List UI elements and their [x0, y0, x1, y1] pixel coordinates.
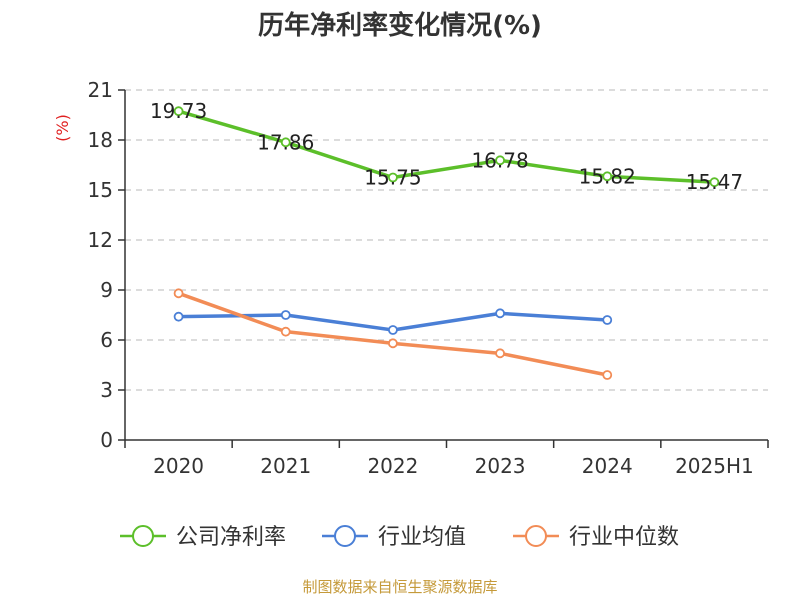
legend-swatch-marker [525, 525, 547, 547]
data-point [173, 311, 184, 322]
data-point [280, 310, 291, 320]
data-point [388, 172, 398, 183]
x-tick-label: 2025H1 [675, 454, 754, 478]
data-point [388, 325, 398, 335]
chart-title: 历年净利率变化情况(%) [258, 10, 542, 41]
y-tick-label: 12 [88, 228, 113, 252]
legend: 公司净利率 行业均值 行业中位数 [120, 525, 679, 550]
data-point [495, 308, 505, 319]
y-tick-label: 9 [100, 278, 113, 302]
y-tick-label: 3 [100, 378, 113, 402]
legend-label: 行业均值 [378, 525, 466, 550]
x-tick-label: 2024 [582, 454, 633, 478]
x-tick-label: 2020 [153, 454, 204, 478]
x-tick-label: 2023 [475, 454, 526, 478]
data-label: 16.78 [471, 148, 528, 172]
data-label: 19.73 [150, 99, 207, 123]
data-point [495, 348, 505, 359]
series-line-0 [176, 109, 717, 184]
data-label: 15.47 [686, 170, 743, 194]
y-tick-label: 21 [88, 78, 113, 102]
data-point [388, 338, 398, 349]
data-label: 15.82 [579, 164, 636, 188]
data-point [602, 315, 613, 325]
data-point [709, 177, 720, 188]
axes: 0 3 6 9 12 15 18 21 2020 2021 2022 2023 2024 2025H1 [88, 78, 769, 478]
data-point [173, 106, 184, 117]
y-tick-label: 18 [88, 128, 113, 152]
data-point [602, 370, 613, 380]
data-label: 15.75 [364, 166, 421, 190]
grid-lines [125, 89, 768, 391]
data-point [280, 137, 291, 148]
data-point [280, 326, 291, 337]
data-point [495, 155, 505, 166]
x-tick-label: 2022 [367, 454, 418, 478]
legend-swatch-marker [132, 525, 154, 547]
y-tick-label: 15 [88, 178, 113, 202]
data-label: 17.86 [257, 130, 314, 154]
source-note: 制图数据来自恒生聚源数据库 [302, 578, 497, 596]
data-labels: 19.73 17.86 15.75 16.78 15.82 15.47 [150, 99, 743, 194]
y-tick-label: 0 [100, 428, 113, 452]
legend-label: 行业中位数 [569, 525, 679, 550]
y-axis-label: (%) [53, 114, 72, 142]
x-tick-label: 2021 [260, 454, 311, 478]
data-point [602, 171, 613, 182]
legend-label: 公司净利率 [176, 525, 286, 550]
legend-swatch-marker [334, 525, 356, 547]
series-lines [173, 106, 720, 380]
data-point [173, 288, 184, 299]
y-tick-label: 6 [100, 328, 113, 352]
